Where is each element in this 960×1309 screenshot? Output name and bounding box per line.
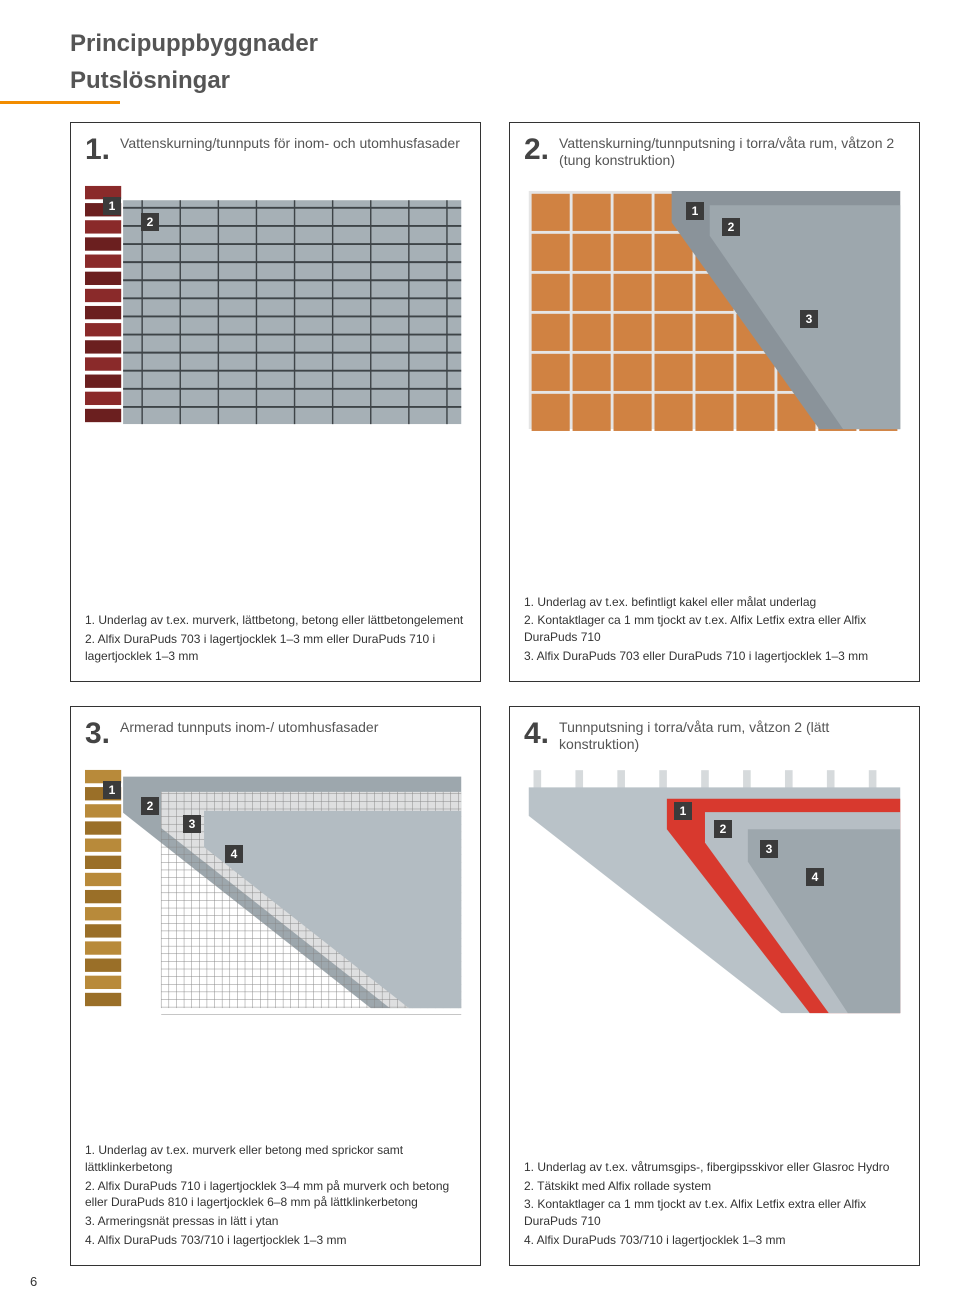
- legend-line: 3. Kontaktlager ca 1 mm tjockt av t.ex. …: [524, 1196, 905, 1230]
- legend-line: 4. Alfix DuraPuds 703/710 i lagertjockle…: [524, 1232, 905, 1249]
- card-illustration: 12: [85, 175, 466, 435]
- card-title: Vattenskurning/tunnputs för inom- och ut…: [120, 135, 460, 153]
- legend-line: 2. Tätskikt med Alfix rollade system: [524, 1178, 905, 1195]
- diagram-label: 4: [806, 868, 824, 886]
- card-1: 1. Vattenskurning/tunnputs för inom- och …: [70, 122, 481, 682]
- card-illustration: 1 2 3 4: [85, 759, 466, 1019]
- card-3: 3. Armerad tunnputs inom-/ utomhusfasader…: [70, 706, 481, 1266]
- legend-line: 3. Alfix DuraPuds 703 eller DuraPuds 710…: [524, 648, 905, 665]
- card-number: 1.: [85, 135, 110, 165]
- card-number: 4.: [524, 719, 549, 749]
- legend-line: 3. Armeringsnät pressas in lätt i ytan: [85, 1213, 466, 1230]
- card-4: 4. Tunnputsning i torra/våta rum, våtzon …: [509, 706, 920, 1266]
- card-legend: 1. Underlag av t.ex. våtrumsgips-, fiber…: [524, 1159, 905, 1251]
- legend-line: 2. Kontaktlager ca 1 mm tjockt av t.ex. …: [524, 612, 905, 646]
- card-title: Armerad tunnputs inom-/ utomhusfasader: [120, 719, 378, 737]
- diagram-label: 3: [760, 840, 778, 858]
- card-illustration: 12 3: [524, 180, 905, 440]
- card-legend: 1. Underlag av t.ex. murverk, lättbetong…: [85, 612, 466, 666]
- page-number: 6: [30, 1274, 37, 1289]
- legend-line: 4. Alfix DuraPuds 703/710 i lagertjockle…: [85, 1232, 466, 1249]
- legend-line: 1. Underlag av t.ex. murverk eller beton…: [85, 1142, 466, 1176]
- legend-line: 2. Alfix DuraPuds 710 i lagertjocklek 3–…: [85, 1178, 466, 1212]
- diagram-label: 1: [103, 781, 121, 799]
- diagram-label: 3: [800, 310, 818, 328]
- page-title-line2: Putslösningar: [70, 67, 920, 95]
- card-2: 2. Vattenskurning/tunnputsning i torra/vå…: [509, 122, 920, 682]
- diagram-label: 4: [225, 845, 243, 863]
- diagram-label: 1: [103, 197, 121, 215]
- legend-line: 1. Underlag av t.ex. våtrumsgips-, fiber…: [524, 1159, 905, 1176]
- card-title: Vattenskurning/tunnputsning i torra/våta…: [559, 135, 905, 170]
- legend-line: 1. Underlag av t.ex. murverk, lättbetong…: [85, 612, 466, 629]
- diagram-label: 1: [674, 802, 692, 820]
- card-illustration: 1 2 3 4: [524, 764, 905, 1024]
- card-grid: 1. Vattenskurning/tunnputs för inom- och …: [70, 122, 920, 1266]
- diagram-label: 1: [686, 202, 704, 220]
- diagram-label: 2: [722, 218, 740, 236]
- page-title-line1: Principuppbyggnader: [70, 30, 920, 59]
- diagram-label: 2: [714, 820, 732, 838]
- diagram-label: 3: [183, 815, 201, 833]
- card-number: 2.: [524, 135, 549, 165]
- card-title: Tunnputsning i torra/våta rum, våtzon 2 …: [559, 719, 905, 754]
- card-number: 3.: [85, 719, 110, 749]
- accent-rule: [0, 101, 120, 104]
- card-legend: 1. Underlag av t.ex. murverk eller beton…: [85, 1142, 466, 1251]
- legend-line: 2. Alfix DuraPuds 703 i lagertjocklek 1–…: [85, 631, 466, 665]
- card-legend: 1. Underlag av t.ex. befintligt kakel el…: [524, 594, 905, 667]
- diagram-label: 2: [141, 797, 159, 815]
- legend-line: 1. Underlag av t.ex. befintligt kakel el…: [524, 594, 905, 611]
- diagram-label: 2: [141, 213, 159, 231]
